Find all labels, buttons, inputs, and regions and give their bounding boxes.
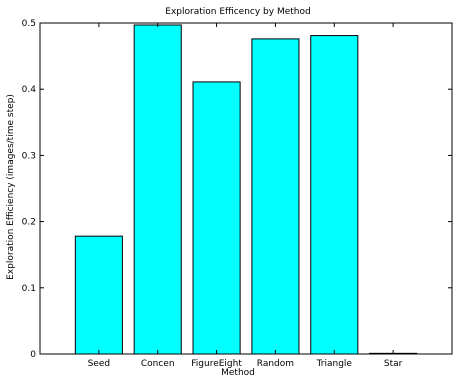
x-axis-label: Method (221, 368, 255, 377)
bar-triangle (310, 35, 359, 355)
x-tick-label: Triangle (316, 359, 353, 369)
x-tick-label: Star (384, 359, 403, 369)
x-tick-label: Random (257, 359, 294, 369)
chart-title: Exploration Efficency by Method (165, 7, 310, 17)
bar-concen (133, 24, 182, 355)
y-tick-label: 0.2 (22, 218, 36, 228)
x-tick-label: FigureEight (191, 359, 242, 369)
plot-area: Seed Concen FigureEight Random Triangle Star 0… (22, 19, 453, 369)
y-tick-label: 0 (30, 350, 36, 360)
y-tick-label: 0.3 (22, 151, 36, 161)
y-tick-label: 0.1 (22, 284, 36, 294)
x-tick-label: Seed (88, 359, 111, 369)
y-axis-label: Exploration Efficiency (images/time step… (6, 94, 16, 280)
bar-seed (74, 235, 123, 355)
bar-figureeight (192, 81, 241, 355)
axes-frame (39, 22, 453, 355)
x-tick-label: Concen (141, 359, 175, 369)
y-tick-label: 0.4 (22, 85, 37, 95)
bar-random (251, 38, 300, 355)
y-tick-label: 0.5 (22, 19, 36, 29)
